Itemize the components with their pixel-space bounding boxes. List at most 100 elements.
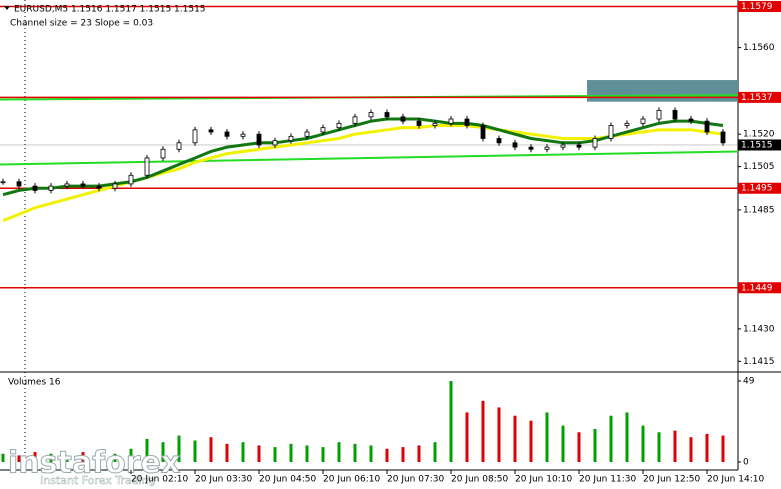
y-tick-label: 1.1505 xyxy=(743,162,775,172)
candle xyxy=(352,116,358,124)
volume-bar xyxy=(417,445,421,462)
x-tick-label: 20 Jun 08:50 xyxy=(451,475,508,485)
level-box xyxy=(738,182,781,194)
volume-bar xyxy=(305,445,309,462)
candle xyxy=(96,185,102,189)
level-label: 1.1495 xyxy=(741,184,773,194)
candle xyxy=(256,133,262,146)
candle xyxy=(240,133,246,137)
x-tick-label: 20 Jun 06:10 xyxy=(323,475,380,485)
volume-bar xyxy=(97,450,101,462)
volume-bar xyxy=(497,407,501,462)
x-tick-label: 20 Jun 02:10 xyxy=(131,475,188,485)
candle xyxy=(416,120,422,126)
candle xyxy=(576,144,582,148)
level-label: 1.1537 xyxy=(741,93,773,103)
volume-bar xyxy=(689,437,693,462)
level-label: 1.1579 xyxy=(741,2,773,12)
volume-bar xyxy=(257,445,261,462)
candle xyxy=(48,185,54,191)
candle xyxy=(464,118,470,126)
y-tick-label: 1.1520 xyxy=(743,130,775,140)
candle xyxy=(176,142,182,150)
candle xyxy=(0,181,6,184)
y-tick-label: 0 xyxy=(743,458,749,468)
candle xyxy=(480,125,486,139)
volume-title: Volumes 16 xyxy=(8,378,61,388)
level-box xyxy=(738,91,781,103)
candle xyxy=(448,118,454,124)
volume-bar xyxy=(129,448,133,462)
channel-line xyxy=(0,150,739,166)
volume-bar xyxy=(593,428,597,462)
candle xyxy=(144,157,150,176)
candle xyxy=(208,129,214,133)
volume-bar xyxy=(241,442,245,462)
x-tick-label: 20 Jun 03:30 xyxy=(195,475,252,485)
volume-bar xyxy=(193,440,197,462)
level-label: 1.1515 xyxy=(741,140,773,150)
level-box xyxy=(738,0,781,12)
x-tick-label: 20 Jun 14:10 xyxy=(707,475,764,485)
candle xyxy=(272,140,278,146)
candle xyxy=(720,131,726,144)
volume-bar xyxy=(289,443,293,462)
candle xyxy=(32,185,38,191)
candle xyxy=(368,112,374,118)
candle xyxy=(112,183,118,189)
header-arrow xyxy=(4,6,10,10)
volume-bar xyxy=(401,447,405,462)
y-tick-label: 49 xyxy=(743,377,755,387)
volume-bar xyxy=(65,455,69,462)
chart-title: EURUSD,M5 1.1516 1.1517 1.1515 1.1515 xyxy=(14,5,206,15)
volume-bar xyxy=(353,443,357,462)
volume-bar xyxy=(577,432,581,462)
volume-bar xyxy=(673,430,677,462)
y-tick-label: 1.1485 xyxy=(743,205,775,215)
candle xyxy=(432,122,438,126)
candle xyxy=(656,109,662,120)
candle xyxy=(608,125,614,139)
candle xyxy=(80,183,86,187)
candle xyxy=(192,129,198,144)
volume-bar xyxy=(161,442,165,462)
x-tick-label: 20 Jun 07:30 xyxy=(387,475,444,485)
volume-bar xyxy=(513,415,517,462)
candle xyxy=(64,183,70,187)
candle xyxy=(528,146,534,150)
volume-bar xyxy=(273,447,277,462)
candle xyxy=(320,127,326,133)
candle xyxy=(672,109,678,120)
volume-bar xyxy=(625,412,629,462)
x-tick-label: 20 Jun 11:30 xyxy=(579,475,636,485)
volume-bar xyxy=(657,432,661,462)
volume-bar xyxy=(145,438,149,462)
moving-average xyxy=(2,117,724,197)
volume-bar xyxy=(81,452,85,462)
volume-bar xyxy=(609,415,613,462)
volume-bar xyxy=(113,453,117,462)
volume-bar xyxy=(465,412,469,462)
candle xyxy=(304,131,310,137)
x-tick-label: 20 Jun 04:50 xyxy=(259,475,316,485)
volume-bar xyxy=(209,437,213,462)
candle xyxy=(160,148,166,159)
candle xyxy=(512,142,518,148)
volume-bar xyxy=(529,420,533,462)
candle xyxy=(592,138,598,148)
candle xyxy=(224,131,230,137)
volume-bar xyxy=(433,442,437,462)
chart-subtitle: Channel size = 23 Slope = 0.03 xyxy=(10,19,153,29)
level-box xyxy=(738,282,781,294)
candle xyxy=(496,138,502,144)
volume-bar xyxy=(369,445,373,462)
zone xyxy=(587,80,738,102)
volume-bar xyxy=(337,442,341,462)
candle xyxy=(624,122,630,126)
volume-bar xyxy=(321,447,325,462)
volume-bar xyxy=(17,455,21,462)
volume-bar xyxy=(177,435,181,462)
y-tick-label: 1.1415 xyxy=(743,357,775,367)
y-tick-label: 1.1560 xyxy=(743,43,775,53)
